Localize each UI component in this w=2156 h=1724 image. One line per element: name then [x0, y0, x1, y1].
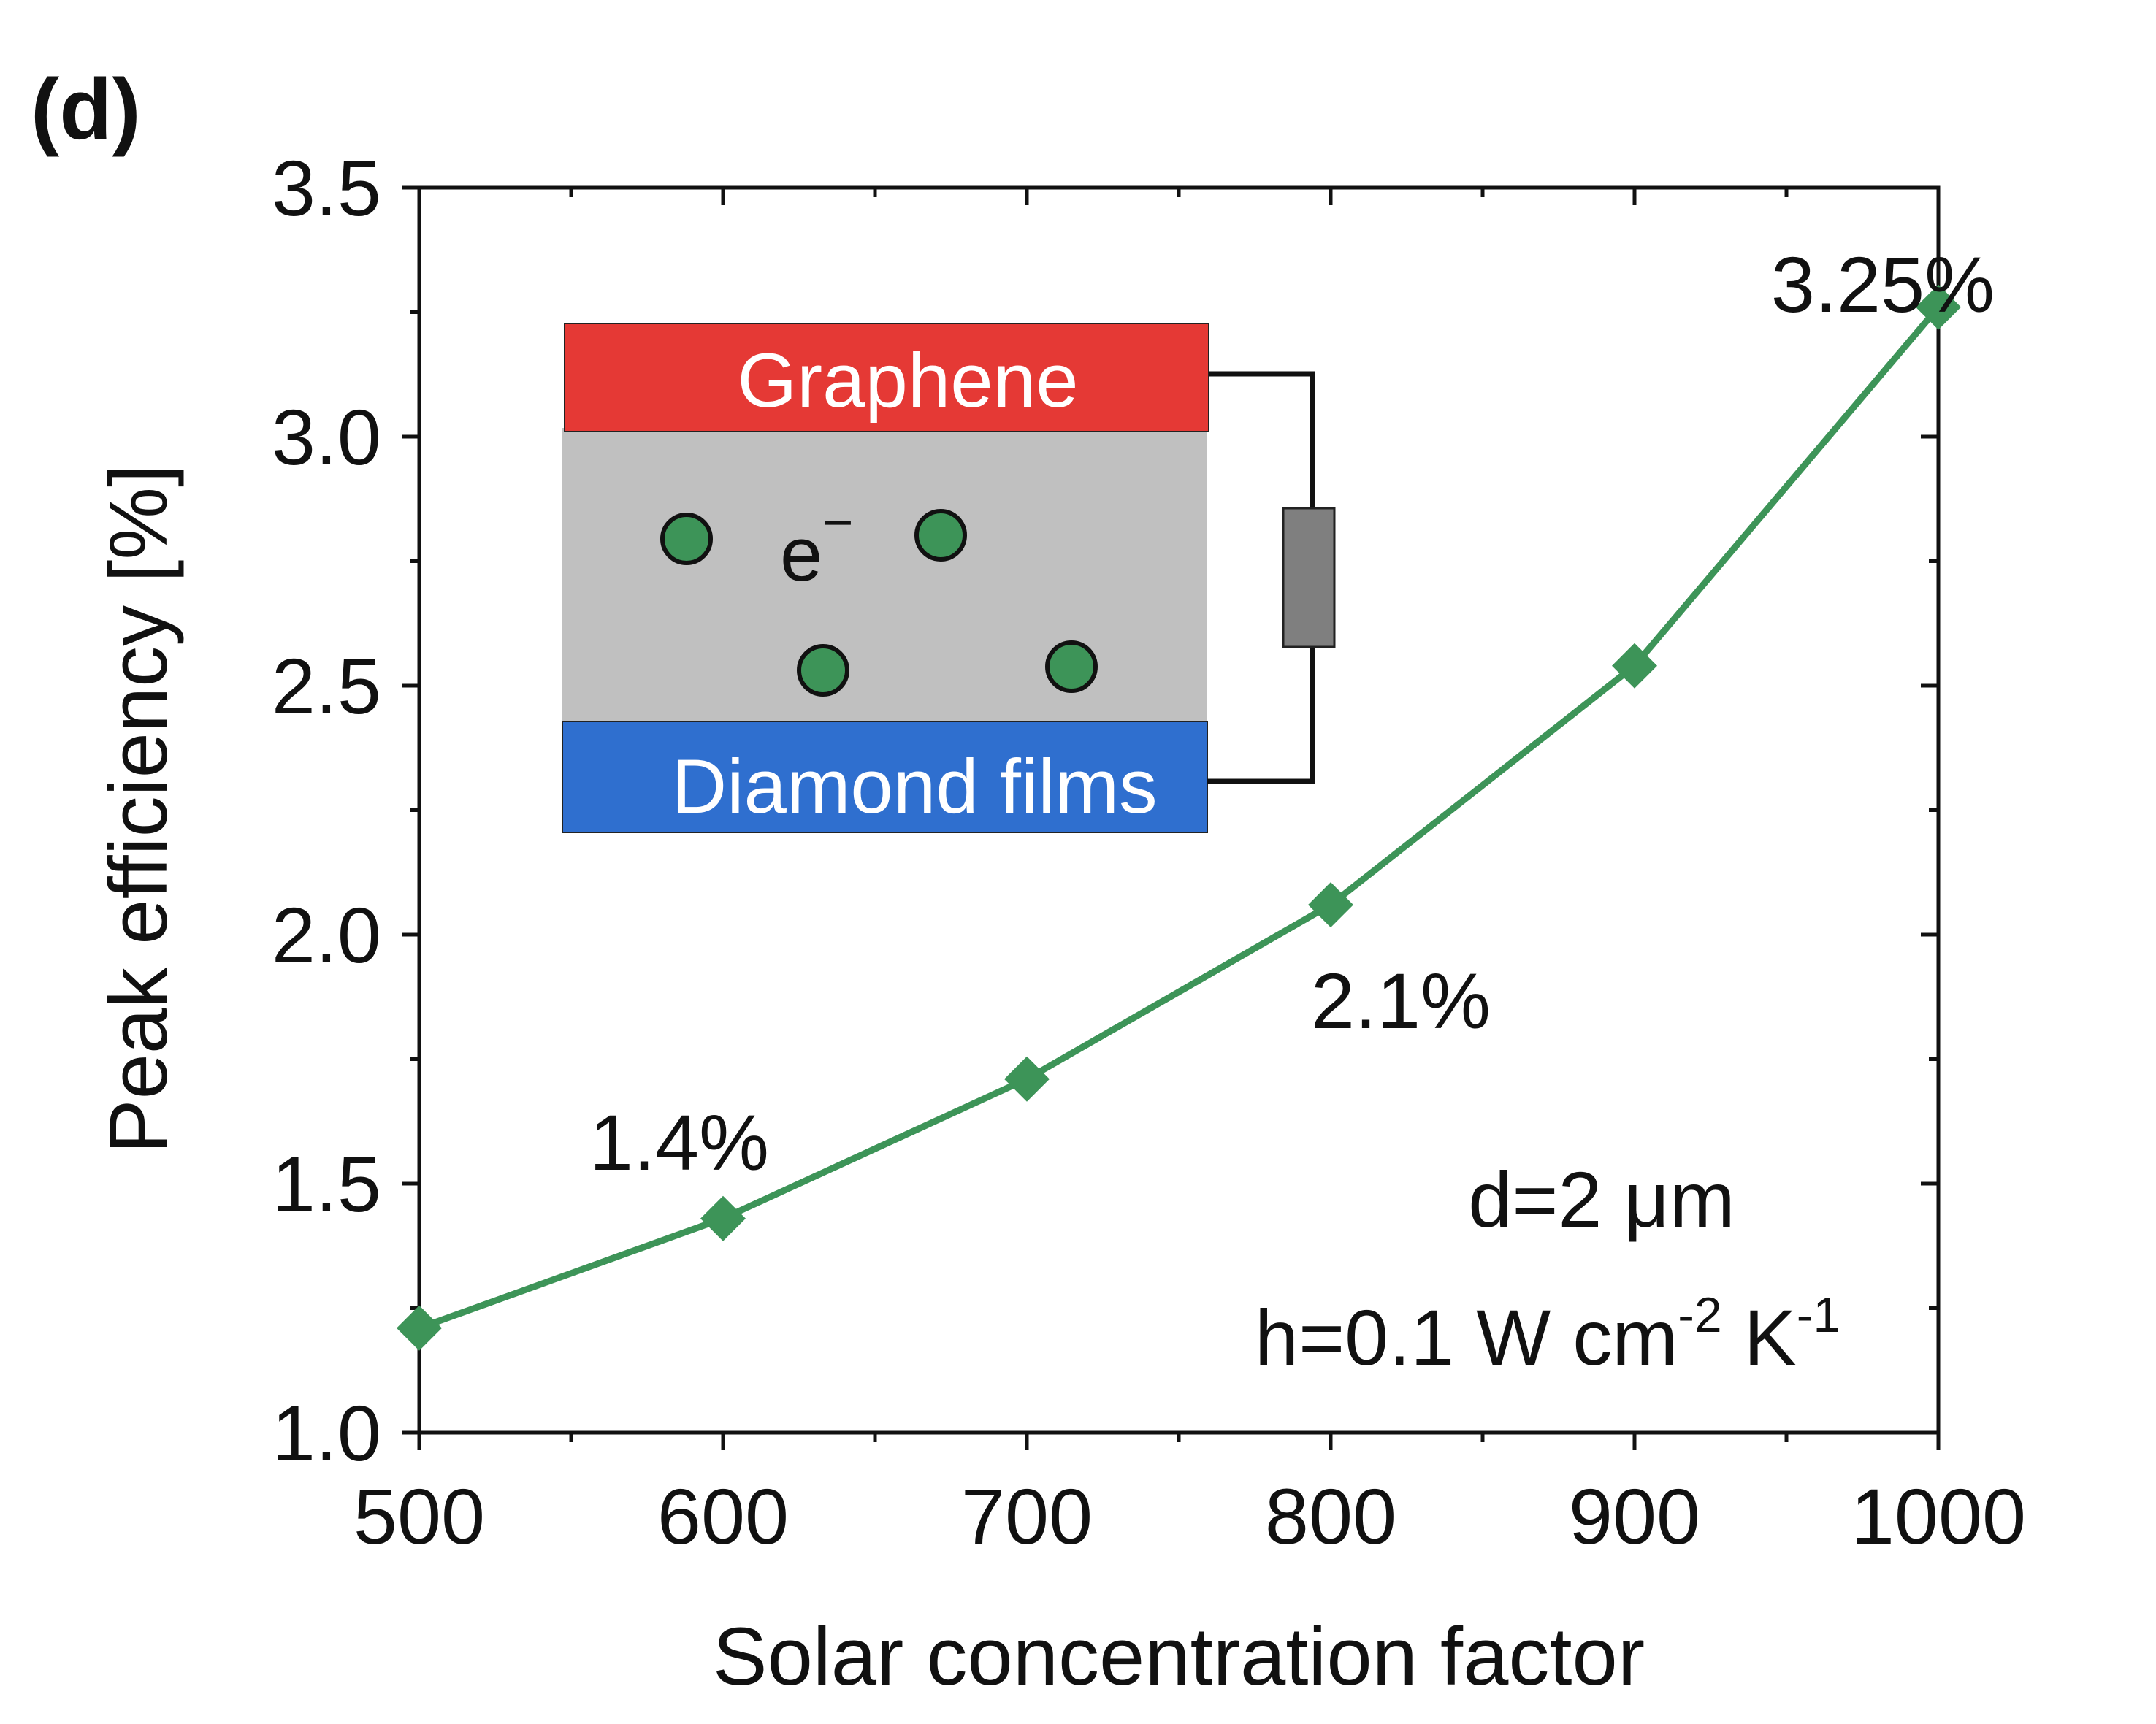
series-line [418, 304, 1941, 1332]
data-point-diamond [1916, 284, 1961, 330]
annotation-3-25: 3.25% [1771, 240, 1995, 329]
h-exponent-2: -1 [1797, 1287, 1840, 1343]
h-prefix: h=0.1 W cm [1255, 1293, 1678, 1382]
x-axis-label: Solar concentration factor [713, 1611, 1645, 1702]
x-tick-label: 800 [1265, 1472, 1396, 1560]
heat-transfer-annotation: h=0.1 W cm-2 K-1 [1255, 1287, 1840, 1382]
y-tick-label: 1.0 [272, 1389, 381, 1477]
data-point-diamond [1308, 882, 1353, 928]
data-point-diamond [700, 1195, 746, 1241]
diamond-label: Diamond films [671, 744, 1157, 830]
electron-dot [797, 644, 849, 697]
x-tick-label: 600 [657, 1472, 789, 1560]
y-tick-label: 1.5 [272, 1140, 381, 1228]
load-resistor [1282, 507, 1336, 648]
electron-dot [914, 509, 967, 562]
h-mid: K [1722, 1293, 1797, 1382]
data-point-diamond [1612, 643, 1657, 689]
series-markers [397, 284, 1961, 1351]
x-tick-label: 900 [1569, 1472, 1700, 1560]
electron-label: e− [780, 494, 853, 597]
x-tick-label: 500 [353, 1472, 485, 1560]
gap-region [562, 428, 1207, 721]
diamond-layer [562, 721, 1208, 833]
electron-dot [660, 513, 713, 565]
x-tick-label: 1000 [1851, 1472, 2026, 1560]
electron-dot [1045, 640, 1098, 693]
y-tick-label: 2.0 [272, 891, 381, 979]
annotation-2-1: 2.1% [1311, 957, 1491, 1045]
y-tick-label: 3.0 [272, 393, 381, 481]
thickness-annotation: d=2 μm [1468, 1155, 1735, 1244]
y-tick-label: 2.5 [272, 642, 381, 730]
electron-symbol: e [780, 512, 822, 597]
data-point-diamond [1004, 1056, 1050, 1102]
graphene-label: Graphene [737, 338, 1078, 424]
annotation-1-4: 1.4% [589, 1098, 769, 1187]
electron-charge: − [822, 494, 853, 552]
y-tick-label: 3.5 [272, 144, 381, 232]
data-point-diamond [397, 1305, 442, 1351]
h-exponent-1: -2 [1678, 1287, 1721, 1343]
axis-tick-labels: 500 600 700 800 900 1000 1.0 1.5 2.0 2.5 3.0 3.5 [272, 144, 2026, 1560]
y-axis-label: Peak efficiency [%] [93, 464, 184, 1154]
graphene-layer [564, 323, 1209, 432]
axis-ticks [402, 185, 1941, 1450]
x-tick-label: 700 [961, 1472, 1093, 1560]
panel-label: (d) [31, 61, 141, 158]
device-schematic-inset: Graphene Diamond films e− [562, 323, 1336, 833]
